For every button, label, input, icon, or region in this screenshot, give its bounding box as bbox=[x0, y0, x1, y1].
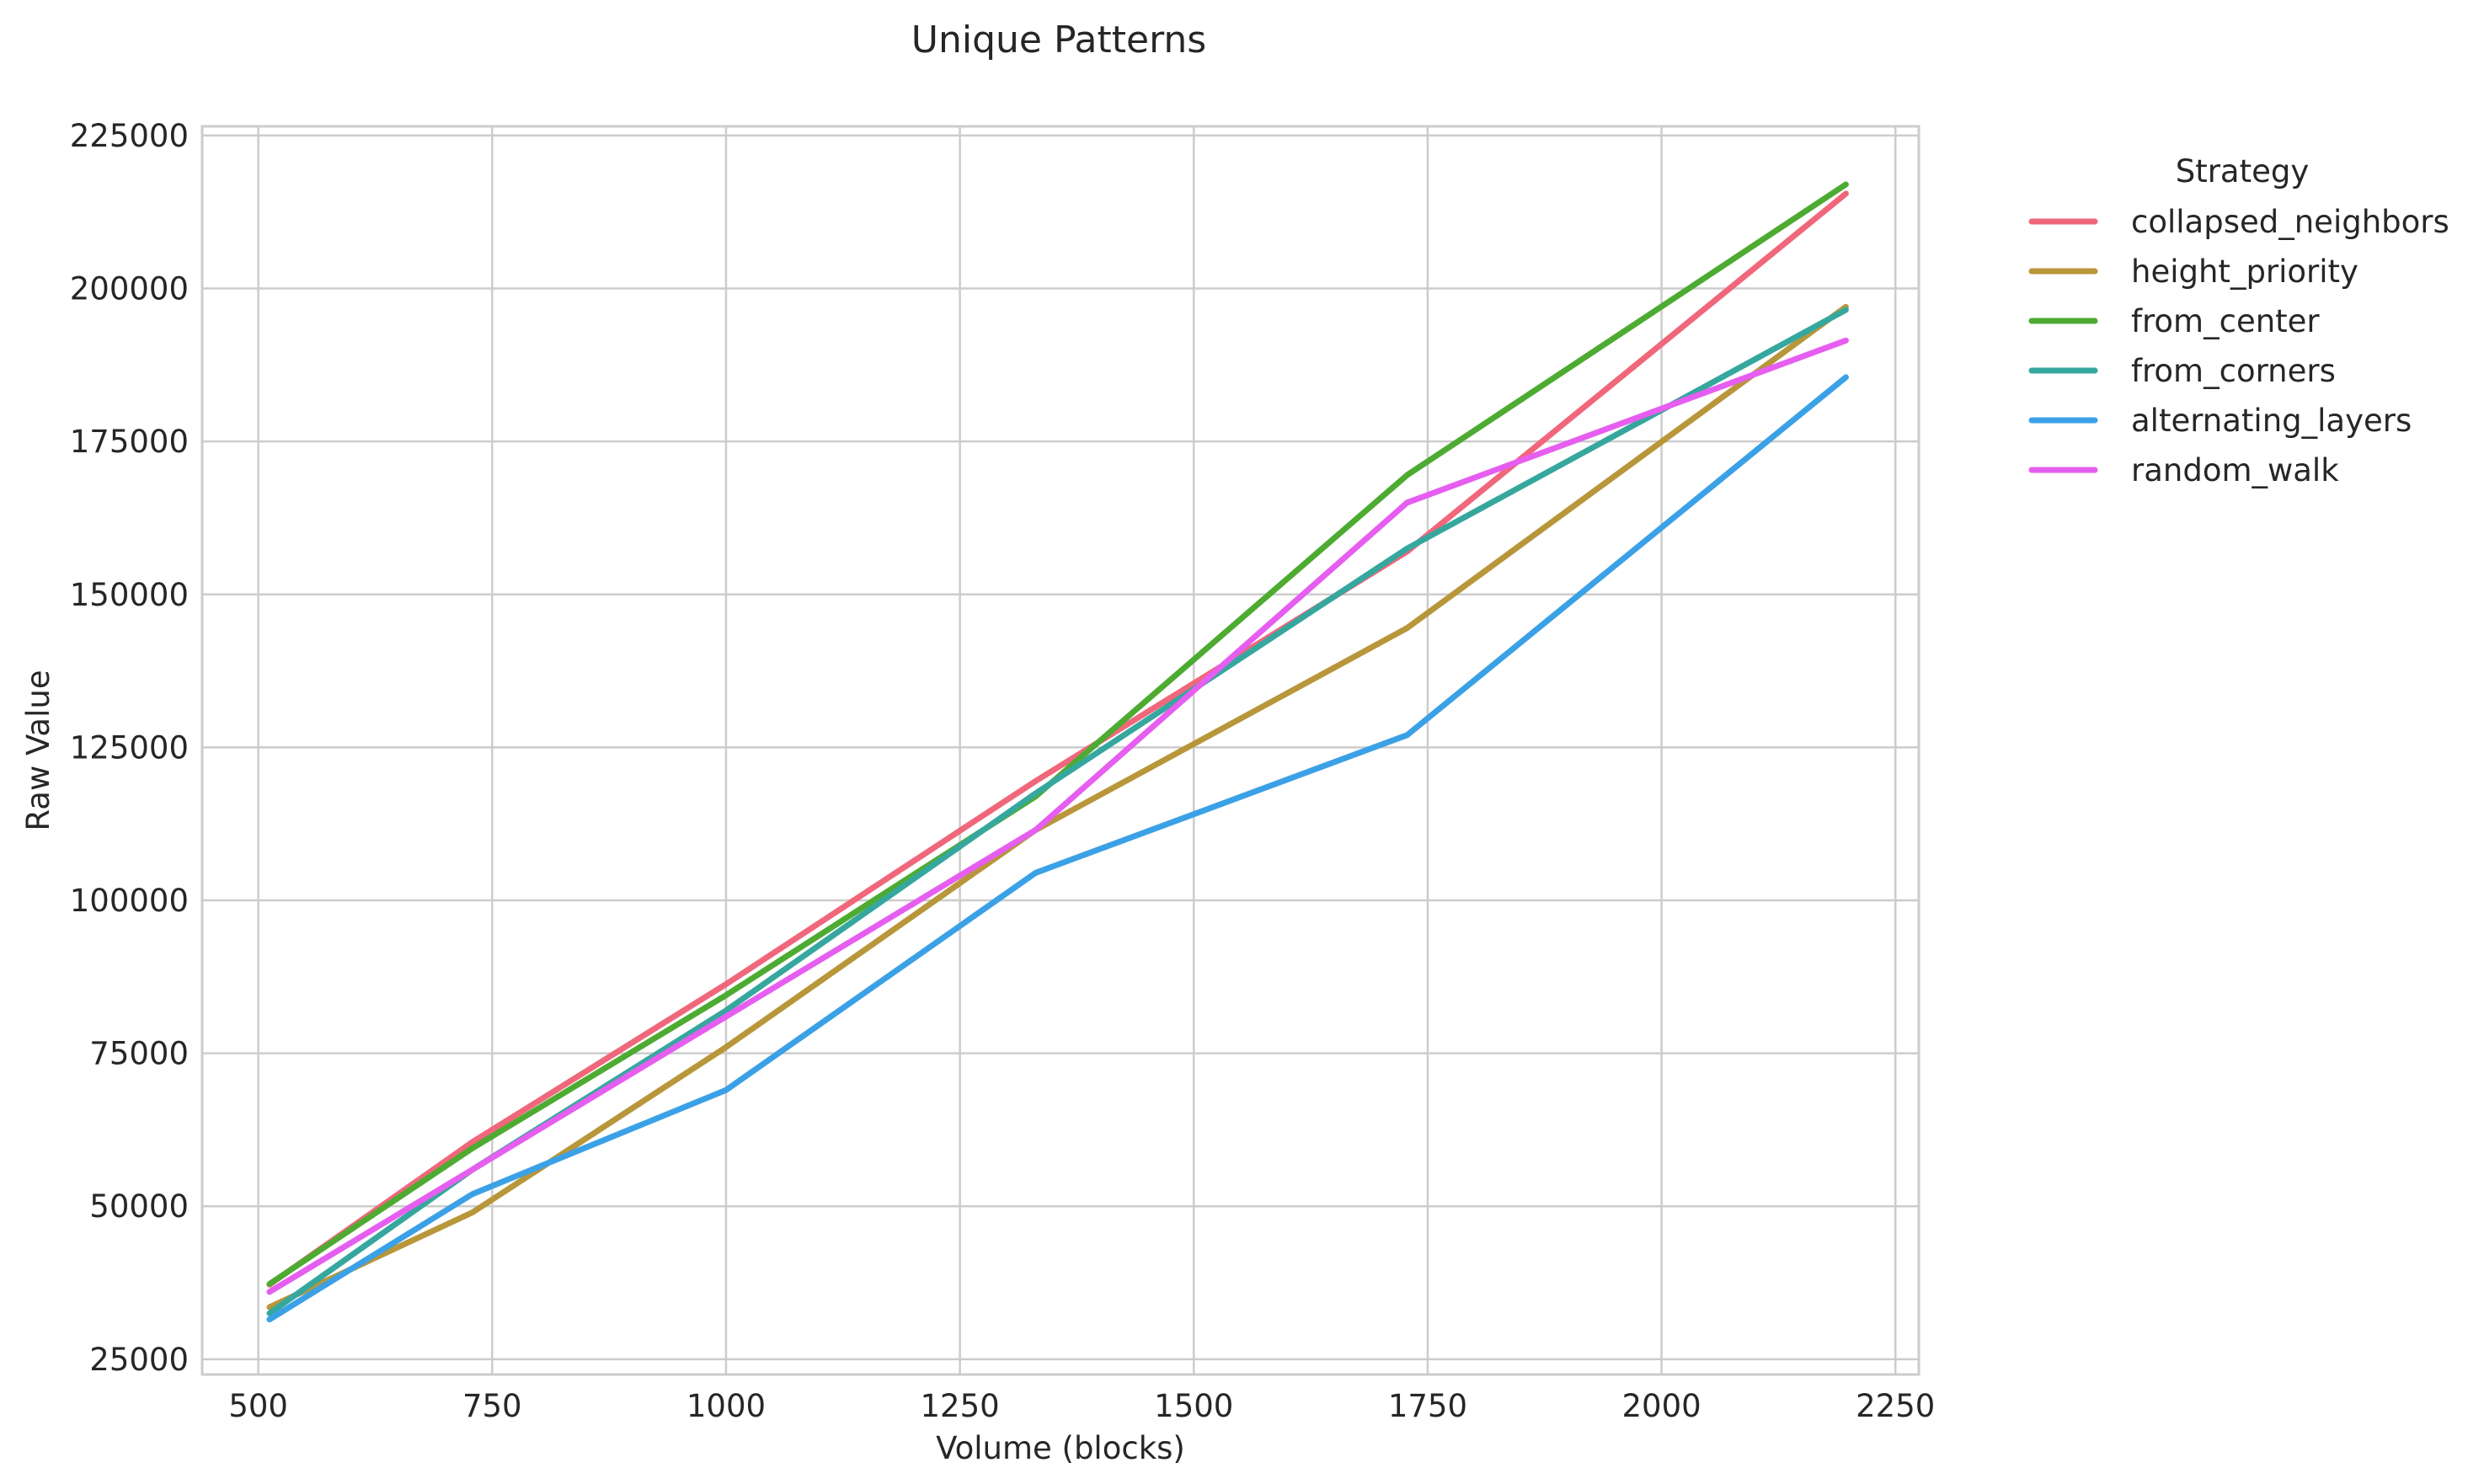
chart-title: Unique Patterns bbox=[911, 19, 1206, 61]
y-tick-label: 100000 bbox=[70, 883, 189, 919]
series-line-from-corners bbox=[266, 307, 1849, 1316]
legend-item-from-corners: from_corners bbox=[2028, 353, 2336, 389]
x-axis-ticks: 500 750 1000 1250 1500 1750 2000 2250 bbox=[228, 1388, 1935, 1424]
x-tick-label: 2250 bbox=[1856, 1388, 1935, 1424]
series-line-from-center bbox=[266, 181, 1849, 1287]
legend-item-random-walk: random_walk bbox=[2028, 452, 2339, 488]
grid bbox=[202, 126, 1919, 1375]
x-tick-label: 750 bbox=[462, 1388, 522, 1424]
legend-label: from_corners bbox=[2131, 353, 2336, 389]
x-tick-label: 1000 bbox=[686, 1388, 766, 1424]
legend-item-height-priority: height_priority bbox=[2028, 254, 2358, 290]
series-line-random-walk bbox=[266, 337, 1849, 1295]
x-axis-label: Volume (blocks) bbox=[936, 1430, 1185, 1466]
y-tick-label: 150000 bbox=[70, 577, 189, 613]
y-tick-label: 75000 bbox=[89, 1036, 189, 1072]
legend-item-collapsed-neighbors: collapsed_neighbors bbox=[2028, 204, 2449, 240]
series-line-alternating-layers bbox=[266, 374, 1849, 1323]
y-tick-label: 50000 bbox=[89, 1188, 189, 1225]
x-tick-label: 1750 bbox=[1388, 1388, 1467, 1424]
x-tick-label: 1500 bbox=[1154, 1388, 1233, 1424]
plot-frame bbox=[200, 125, 1920, 1376]
legend-label: from_center bbox=[2131, 303, 2320, 339]
x-tick-label: 1250 bbox=[921, 1388, 1000, 1424]
y-axis-label: Raw Value bbox=[20, 670, 56, 830]
legend-item-alternating-layers: alternating_layers bbox=[2028, 403, 2412, 439]
legend-label: collapsed_neighbors bbox=[2131, 204, 2449, 240]
legend-title: Strategy bbox=[2176, 153, 2310, 190]
legend-items: collapsed_neighbors height_priority from_c… bbox=[2028, 204, 2449, 488]
series-line-height-priority bbox=[266, 303, 1849, 1311]
y-tick-label: 225000 bbox=[70, 118, 189, 154]
legend-item-from-center: from_center bbox=[2028, 303, 2320, 339]
y-tick-label: 25000 bbox=[89, 1342, 189, 1378]
legend: Strategy collapsed_neighbors height_prior… bbox=[2028, 153, 2449, 488]
legend-label: height_priority bbox=[2131, 254, 2358, 290]
series-lines bbox=[266, 181, 1849, 1323]
series-line-collapsed-neighbors bbox=[266, 190, 1849, 1288]
legend-label: alternating_layers bbox=[2131, 403, 2412, 439]
y-tick-label: 125000 bbox=[70, 729, 189, 766]
y-axis-ticks: 25000 50000 75000 100000 125000 150000 175000 2… bbox=[70, 118, 189, 1378]
legend-label: random_walk bbox=[2131, 452, 2339, 488]
y-tick-label: 200000 bbox=[70, 271, 189, 307]
x-tick-label: 2000 bbox=[1621, 1388, 1701, 1424]
x-tick-label: 500 bbox=[228, 1388, 288, 1424]
y-tick-label: 175000 bbox=[70, 424, 189, 460]
